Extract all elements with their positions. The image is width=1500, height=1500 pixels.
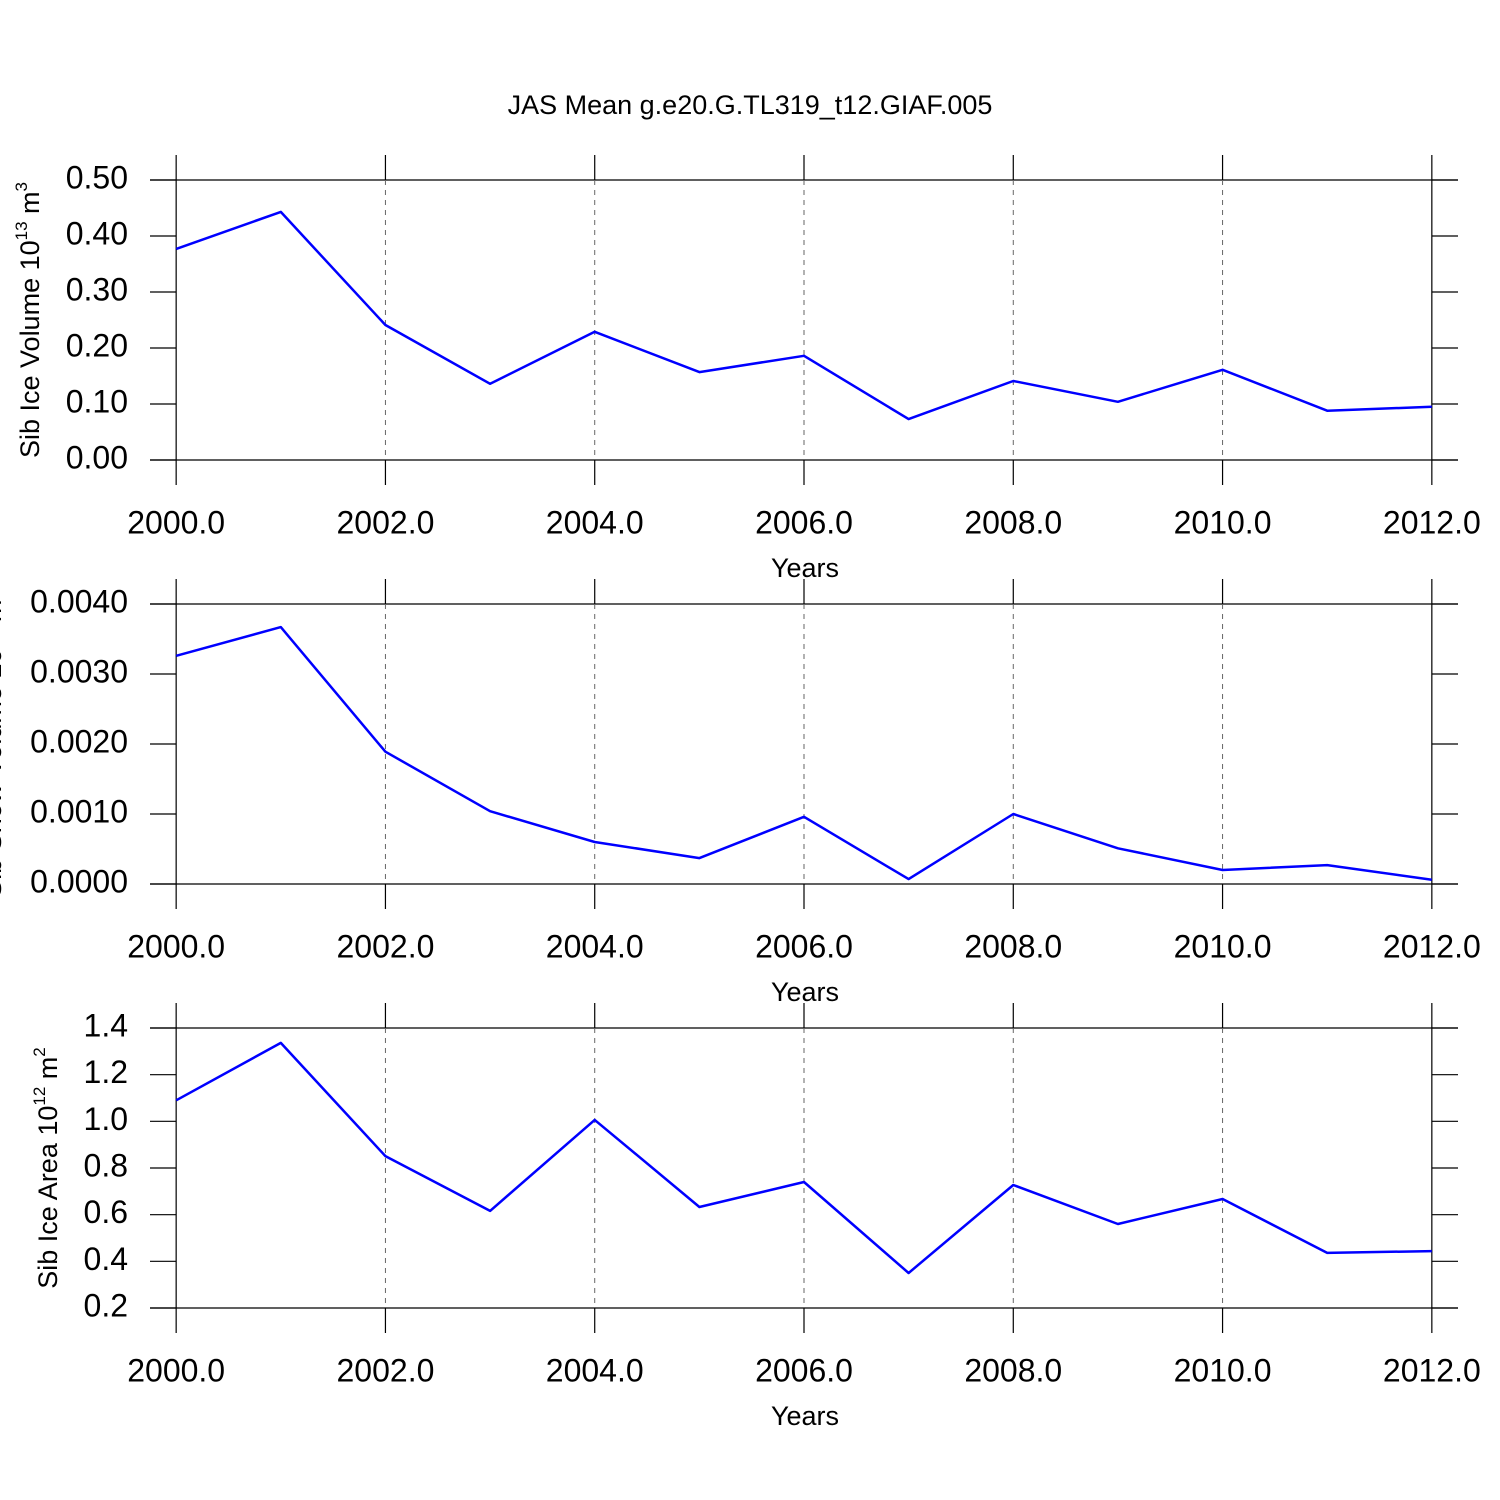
x-tick-label: 2004.0 — [546, 504, 644, 540]
x-tick-label: 2004.0 — [546, 1352, 644, 1388]
y-axis-label-part: Sib Snow Volume 10 — [0, 649, 7, 898]
y-tick-label: 0.0040 — [30, 583, 128, 619]
y-tick-label: 0.8 — [84, 1147, 128, 1183]
y-tick-label: 0.40 — [66, 215, 128, 251]
data-line — [175, 625, 1432, 882]
x-axis-label: Years — [771, 553, 839, 583]
y-axis-label-superscript: 2 — [30, 1047, 49, 1056]
x-tick-label: 2000.0 — [127, 1352, 225, 1388]
figure-title: JAS Mean g.e20.G.TL319_t12.GIAF.005 — [508, 90, 993, 120]
y-axis-label-superscript: 12 — [30, 1087, 49, 1106]
y-tick-label: 0.50 — [66, 159, 128, 195]
x-axis-label: Years — [771, 977, 839, 1007]
y-tick-label: 0.30 — [66, 271, 128, 307]
y-axis-label: Sib Ice Area 1012 m2 — [30, 1047, 63, 1289]
y-axis-label: Sib Ice Volume 1013 m3 — [12, 182, 45, 458]
x-tick-label: 2006.0 — [755, 504, 853, 540]
x-tick-label: 2010.0 — [1174, 1352, 1272, 1388]
y-axis-label-part: Sib Ice Volume 10 — [15, 240, 45, 458]
y-tick-label: 0.0020 — [30, 723, 128, 759]
x-tick-label: 2008.0 — [964, 928, 1062, 964]
data-line — [175, 210, 1432, 421]
x-tick-label: 2002.0 — [337, 1352, 435, 1388]
x-tick-label: 2002.0 — [337, 504, 435, 540]
x-tick-label: 2010.0 — [1174, 928, 1272, 964]
y-tick-label: 0.0000 — [30, 863, 128, 899]
x-tick-label: 2010.0 — [1174, 504, 1272, 540]
x-tick-label: 2004.0 — [546, 928, 644, 964]
x-tick-label: 2006.0 — [755, 928, 853, 964]
y-tick-label: 0.10 — [66, 383, 128, 419]
y-tick-label: 0.4 — [84, 1241, 128, 1277]
x-tick-label: 2012.0 — [1383, 1352, 1481, 1388]
x-tick-label: 2000.0 — [127, 928, 225, 964]
y-axis-label-part: m — [0, 600, 7, 630]
y-axis-label: Sib Snow Volume 1013 m3 — [0, 590, 7, 898]
y-axis-label-superscript: 3 — [12, 182, 31, 191]
data-line — [175, 1041, 1432, 1275]
x-tick-label: 2012.0 — [1383, 928, 1481, 964]
y-tick-label: 0.0030 — [30, 653, 128, 689]
x-tick-label: 2002.0 — [337, 928, 435, 964]
y-axis-label-part: m — [15, 191, 45, 221]
y-tick-label: 0.6 — [84, 1194, 128, 1230]
y-tick-label: 0.0010 — [30, 793, 128, 829]
y-tick-label: 1.0 — [84, 1101, 128, 1137]
y-axis-label-part: m — [33, 1057, 63, 1087]
y-tick-label: 0.00 — [66, 439, 128, 475]
y-tick-label: 0.20 — [66, 327, 128, 363]
x-tick-label: 2006.0 — [755, 1352, 853, 1388]
x-tick-label: 2000.0 — [127, 504, 225, 540]
x-tick-label: 2008.0 — [964, 504, 1062, 540]
y-tick-label: 1.2 — [84, 1054, 128, 1090]
x-tick-label: 2012.0 — [1383, 504, 1481, 540]
y-axis-label-superscript: 13 — [12, 221, 31, 240]
y-axis-label-part: Sib Ice Area 10 — [33, 1106, 63, 1289]
x-axis-label: Years — [771, 1401, 839, 1431]
x-tick-label: 2008.0 — [964, 1352, 1062, 1388]
y-tick-label: 0.2 — [84, 1287, 128, 1323]
y-tick-label: 1.4 — [84, 1007, 128, 1043]
